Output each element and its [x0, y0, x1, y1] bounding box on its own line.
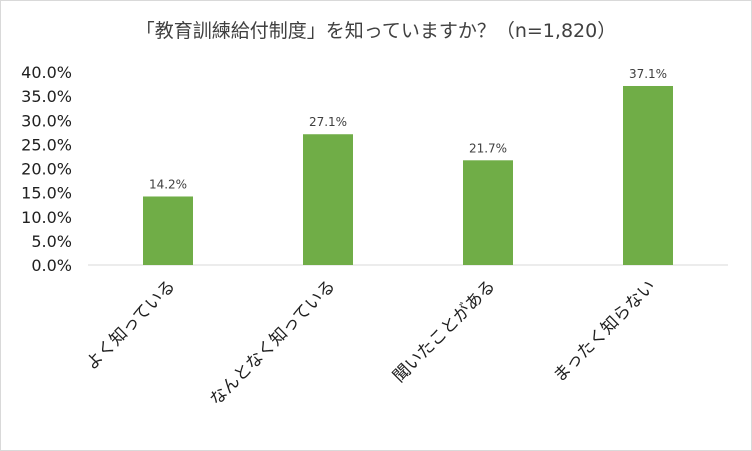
category-label: よく知っている [82, 276, 180, 374]
y-tick-label: 0.0% [31, 256, 72, 275]
bar [463, 160, 513, 265]
y-tick-label: 25.0% [21, 135, 72, 154]
y-tick-label: 40.0% [21, 63, 72, 82]
chart-title: 「教育訓練給付制度」を知っていますか？（n=1,820） [135, 20, 617, 42]
y-tick-label: 35.0% [21, 87, 72, 106]
category-label: 聞いたことがある [389, 276, 499, 386]
y-tick-label: 10.0% [21, 208, 72, 227]
y-tick-label: 5.0% [31, 232, 72, 251]
y-tick-label: 20.0% [21, 160, 72, 179]
y-tick-label: 15.0% [21, 184, 72, 203]
data-label: 27.1% [309, 115, 347, 129]
data-label: 14.2% [149, 177, 187, 191]
data-label: 21.7% [469, 141, 507, 155]
bar [143, 196, 193, 265]
y-tick-label: 30.0% [21, 111, 72, 130]
bar [623, 85, 673, 266]
bar [303, 134, 353, 265]
data-label: 37.1% [629, 67, 667, 81]
category-label: まったく知らない [550, 276, 660, 386]
category-label: なんとなく知っている [206, 276, 339, 409]
